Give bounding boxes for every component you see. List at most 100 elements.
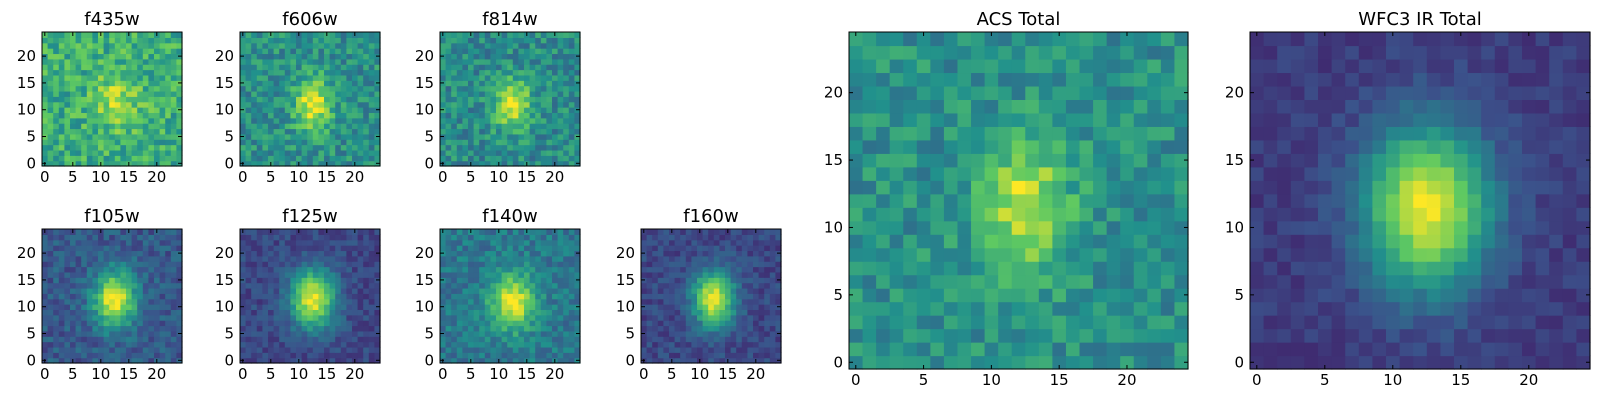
heatmap-cell: [352, 80, 359, 87]
heatmap-cell: [64, 266, 71, 273]
heatmap-cell: [159, 112, 166, 119]
heatmap-cell: [479, 255, 486, 262]
heatmap-cell: [1052, 220, 1067, 235]
heatmap-cell: [512, 58, 519, 65]
heatmap-cell: [296, 298, 303, 305]
heatmap-cell: [75, 357, 82, 364]
heatmap-cell: [70, 282, 77, 289]
heatmap-cell: [120, 250, 127, 257]
heatmap-cell: [764, 298, 771, 305]
heatmap-cell: [708, 341, 715, 348]
heatmap-cell: [641, 336, 648, 343]
heatmap-cell: [126, 271, 133, 278]
heatmap-cell: [507, 117, 514, 124]
heatmap-cell: [176, 117, 183, 124]
heatmap-cell: [170, 320, 177, 327]
heatmap-cell: [251, 261, 258, 268]
heatmap-cell: [1133, 166, 1148, 181]
heatmap-cell: [1120, 328, 1135, 343]
heatmap-cell: [563, 239, 570, 246]
heatmap-cell: [357, 155, 364, 162]
heatmap-cell: [758, 330, 765, 337]
heatmap-cell: [64, 85, 71, 92]
heatmap-cell: [529, 277, 536, 284]
heatmap-cell: [126, 261, 133, 268]
heatmap-cell: [324, 282, 331, 289]
heatmap-cell: [58, 96, 65, 103]
heatmap-cell: [81, 112, 88, 119]
heatmap-cell: [473, 341, 480, 348]
heatmap-cell: [346, 112, 353, 119]
heatmap-cell: [329, 58, 336, 65]
heatmap-cell: [574, 48, 581, 55]
heatmap-cell: [42, 64, 49, 71]
heatmap-cell: [262, 133, 269, 140]
heatmap-cell: [340, 330, 347, 337]
heatmap-cell: [268, 245, 275, 252]
heatmap-cell: [484, 133, 491, 140]
heatmap-cell: [290, 96, 297, 103]
heatmap-cell: [725, 282, 732, 289]
heatmap-cell: [713, 298, 720, 305]
heatmap-cell: [284, 298, 291, 305]
heatmap-cell: [307, 107, 314, 113]
heatmap-cell: [176, 346, 183, 353]
heatmap-cell: [540, 320, 547, 327]
heatmap-cell: [262, 37, 269, 44]
heatmap-cell: [1147, 288, 1162, 303]
heatmap-cell: [518, 53, 525, 60]
heatmap-cell: [92, 266, 99, 273]
heatmap-cell: [730, 330, 737, 337]
heatmap-cell: [53, 239, 60, 246]
heatmap-cell: [307, 160, 314, 167]
heatmap-cell: [92, 53, 99, 60]
heatmap-cell: [657, 352, 664, 359]
heatmap-cell: [736, 341, 743, 348]
heatmap-cell: [256, 101, 263, 108]
heatmap-cell: [329, 282, 336, 289]
heatmap-cell: [346, 117, 353, 124]
heatmap-cell: [535, 250, 542, 257]
heatmap-cell: [329, 271, 336, 278]
heatmap-cell: [546, 261, 553, 268]
heatmap-cell: [1065, 234, 1081, 249]
heatmap-cell: [75, 255, 82, 262]
heatmap-cell: [86, 80, 93, 87]
heatmap-cell: [159, 271, 166, 278]
heatmap-cell: [324, 261, 331, 268]
heatmap-cell: [540, 336, 547, 343]
y-tick-label: 10: [215, 298, 234, 316]
heatmap-cell: [114, 271, 121, 278]
heatmap-cell: [75, 133, 82, 140]
heatmap-cell: [165, 90, 172, 97]
heatmap-cell: [290, 101, 297, 108]
heatmap-cell: [53, 69, 60, 76]
heatmap-cell: [256, 48, 263, 55]
heatmap-cell: [574, 117, 581, 124]
heatmap-cell: [496, 330, 503, 337]
heatmap-cell: [301, 325, 308, 332]
heatmap-cell: [335, 325, 342, 332]
heatmap-cell: [451, 287, 458, 294]
heatmap-cell: [501, 234, 508, 241]
heatmap-cell: [324, 58, 331, 65]
heatmap-cell: [512, 293, 519, 300]
heatmap-cell: [273, 357, 280, 364]
heatmap-cell: [501, 309, 508, 316]
heatmap-cell: [552, 255, 559, 262]
heatmap-cell: [307, 139, 314, 146]
heatmap-cell: [335, 123, 342, 130]
heatmap-cell: [702, 239, 709, 246]
heatmap-cell: [484, 58, 491, 65]
heatmap-cell: [335, 155, 342, 162]
heatmap-cell: [256, 133, 263, 140]
heatmap-cell: [64, 287, 71, 294]
heatmap-cell: [70, 144, 77, 151]
heatmap-cell: [318, 245, 325, 252]
heatmap-cell: [64, 239, 71, 246]
heatmap-cell: [943, 247, 959, 262]
heatmap-cell: [747, 341, 754, 348]
heatmap-cell: [725, 304, 732, 310]
heatmap-cell: [352, 107, 359, 113]
heatmap-cell: [154, 266, 161, 273]
